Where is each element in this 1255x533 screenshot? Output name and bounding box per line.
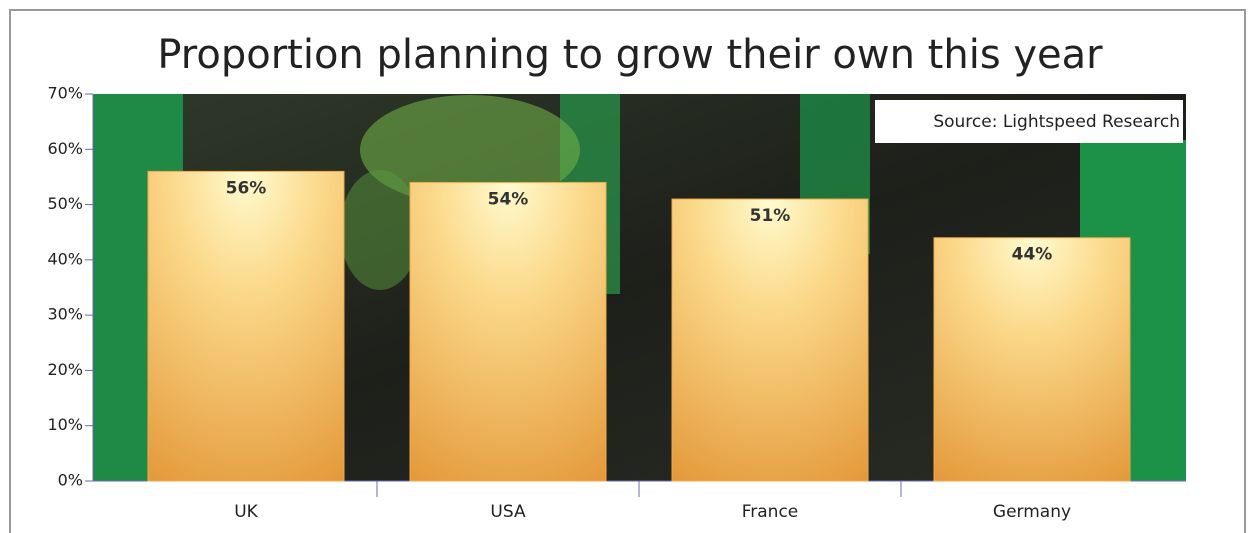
- data-label: 51%: [750, 206, 791, 226]
- data-label: 56%: [226, 178, 267, 198]
- y-tick-label: 20%: [47, 360, 83, 379]
- y-tick-label: 60%: [47, 139, 83, 158]
- y-tick-label: 70%: [47, 84, 83, 103]
- frame: [9, 9, 1246, 533]
- data-label: 44%: [1012, 245, 1053, 265]
- x-tick-label: USA: [490, 502, 526, 522]
- y-tick-label: 0%: [58, 471, 83, 490]
- x-tick-label: UK: [234, 502, 258, 522]
- bar: [409, 181, 607, 482]
- y-tick-label: 50%: [47, 194, 83, 213]
- x-tick-label: France: [742, 502, 799, 522]
- y-tick-label: 30%: [47, 305, 83, 324]
- y-tick-label: 10%: [47, 415, 83, 434]
- bar: [147, 170, 345, 482]
- chart-title: Proportion planning to grow their own th…: [157, 32, 1103, 78]
- annotation-box: [875, 100, 1183, 143]
- x-tick-label: Germany: [993, 502, 1071, 522]
- data-label: 54%: [488, 189, 529, 209]
- y-tick-label: 40%: [47, 249, 83, 268]
- bar: [671, 198, 869, 482]
- bar: [933, 237, 1131, 482]
- source-annotation: Source: Lightspeed Research: [933, 112, 1180, 132]
